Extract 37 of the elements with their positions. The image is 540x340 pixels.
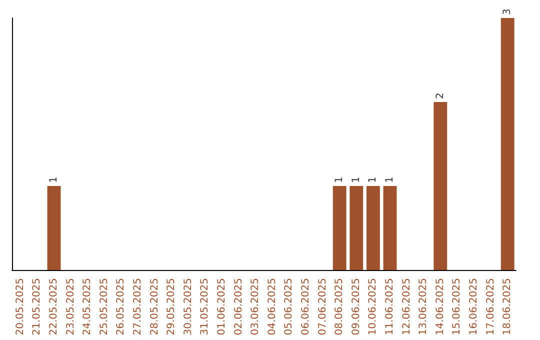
x-tick-label: 15.06.2025 [452,278,463,336]
x-tick-label: 31.05.2025 [200,278,211,336]
data-label: 1 [350,176,362,183]
data-label: 1 [334,176,346,183]
x-tick-label: 18.06.2025 [502,278,514,336]
x-tick-label: 28.05.2025 [149,278,160,336]
x-tick-label: 16.06.2025 [468,278,480,336]
data-label: 1 [368,176,379,183]
x-tick-label: 13.06.2025 [418,278,430,336]
x-tick-label: 20.05.2025 [14,278,26,336]
x-tick-label: 14.06.2025 [434,278,446,336]
x-tick-label: 30.05.2025 [182,278,194,336]
x-tick-label: 21.05.2025 [32,278,43,336]
x-tick-label: 12.06.2025 [401,278,412,336]
data-label: 1 [384,176,396,183]
x-tick-label: 09.06.2025 [350,278,362,336]
x-tick-label: 29.05.2025 [166,278,178,336]
x-tick-label: 22.05.2025 [48,278,60,336]
x-tick-label: 05.06.2025 [284,278,295,336]
x-tick-label: 26.05.2025 [116,278,127,336]
x-tick-label: 02.06.2025 [233,278,244,336]
data-label: 2 [434,92,446,99]
x-tick-label: 04.06.2025 [266,278,278,336]
x-tick-label: 17.06.2025 [485,278,496,336]
x-tick-label: 24.05.2025 [82,278,94,336]
data-label: 3 [502,8,514,15]
x-tick-label: 06.06.2025 [300,278,312,336]
x-tick-label: 07.06.2025 [317,278,328,336]
x-tick-label: 25.05.2025 [98,278,110,336]
x-tick-label: 03.06.2025 [250,278,262,336]
data-label: 1 [48,176,60,183]
x-tick-label: 01.06.2025 [216,278,228,336]
x-tick-label: 11.06.2025 [384,278,396,336]
x-tick-label: 10.06.2025 [368,278,379,336]
x-tick-label: 23.05.2025 [65,278,76,336]
x-tick-label: 27.05.2025 [132,278,144,336]
x-tick-label: 08.06.2025 [334,278,346,336]
